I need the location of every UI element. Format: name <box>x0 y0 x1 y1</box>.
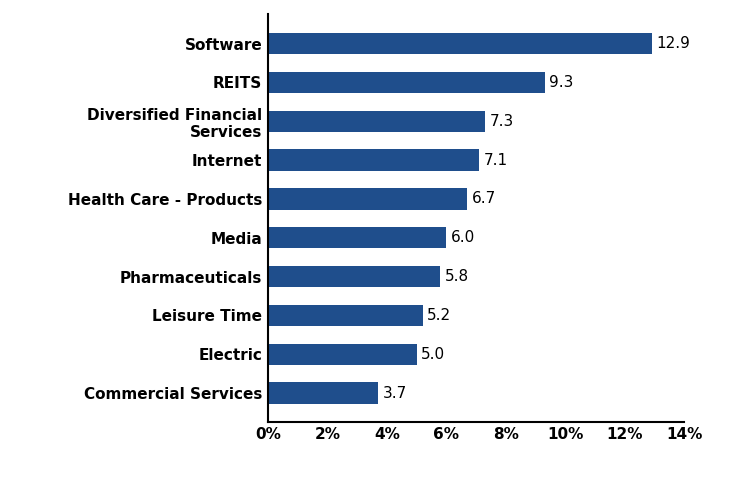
Text: 5.2: 5.2 <box>427 308 451 323</box>
Bar <box>268 72 545 93</box>
Bar <box>268 266 440 288</box>
Bar <box>268 344 417 365</box>
Text: 5.0: 5.0 <box>421 347 445 362</box>
Text: 6.7: 6.7 <box>472 192 496 206</box>
Bar <box>268 227 446 249</box>
Text: 9.3: 9.3 <box>549 75 574 90</box>
Bar <box>268 149 479 171</box>
Text: 5.8: 5.8 <box>445 269 469 284</box>
Text: 3.7: 3.7 <box>382 385 407 401</box>
Bar <box>268 33 652 54</box>
Bar <box>268 305 423 326</box>
Bar <box>268 110 485 132</box>
Text: 6.0: 6.0 <box>451 230 475 245</box>
Bar <box>268 383 378 404</box>
Text: 12.9: 12.9 <box>656 36 690 51</box>
Text: 7.1: 7.1 <box>484 153 507 168</box>
Text: 7.3: 7.3 <box>490 114 514 129</box>
Bar <box>268 188 467 210</box>
